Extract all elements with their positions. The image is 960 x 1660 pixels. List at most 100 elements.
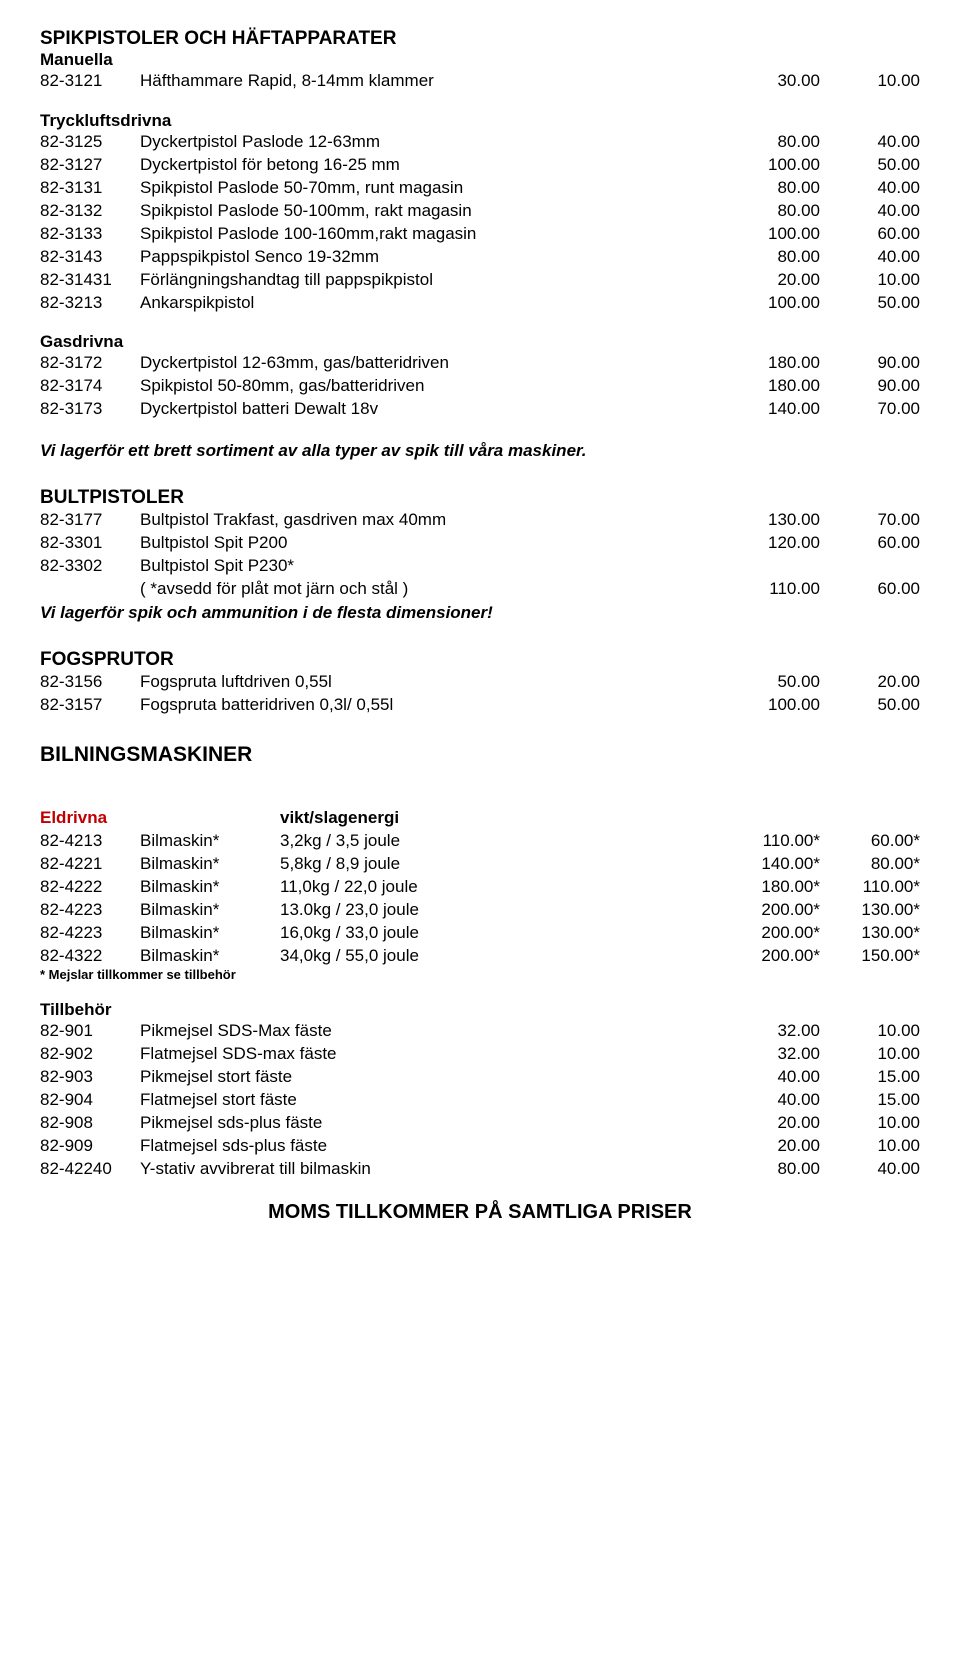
table-row: 82-3173Dyckertpistol batteri Dewalt 18v1… [40,398,920,421]
cell-price2: 40.00 [820,177,920,200]
cell-desc: Dyckertpistol batteri Dewalt 18v [140,398,720,421]
cell-desc: Bilmaskin* [140,922,280,945]
subsection-title: Gasdrivna [40,332,920,352]
cell-desc: Spikpistol Paslode 100-160mm,rakt magasi… [140,223,720,246]
cell-code: 82-3132 [40,200,140,223]
cell-price1: 40.00 [720,1066,820,1089]
cell-price2: 110.00* [820,876,920,899]
cell-price2: 15.00 [820,1066,920,1089]
cell-code: 82-3174 [40,375,140,398]
table-row: 82-3302Bultpistol Spit P230* [40,555,920,578]
section-title: BILNINGSMASKINER [40,743,920,767]
table-row: 82-904Flatmejsel stort fäste40.0015.00 [40,1089,920,1112]
cell-code: 82-3302 [40,555,140,578]
cell-desc: Bultpistol Spit P230* [140,555,720,578]
cell-code: 82-3213 [40,292,140,315]
cell-desc: Bultpistol Spit P200 [140,532,720,555]
cell-code: 82-3131 [40,177,140,200]
row-group: 82-3177Bultpistol Trakfast, gasdriven ma… [40,509,920,578]
column-header: vikt/slagenergi [280,807,485,830]
note: Vi lagerför ett brett sortiment av alla … [40,441,920,461]
cell-price2: 70.00 [820,398,920,421]
table-row: 82-3133Spikpistol Paslode 100-160mm,rakt… [40,223,920,246]
table-row: 82-3127Dyckertpistol för betong 16-25 mm… [40,154,920,177]
cell-desc: Bilmaskin* [140,853,280,876]
cell-code: 82-902 [40,1043,140,1066]
cell-desc: Pikmejsel sds-plus fäste [140,1112,720,1135]
cell-price1: 100.00 [720,223,820,246]
cell-price2: 10.00 [820,70,920,93]
cell-price2: 70.00 [820,509,920,532]
table-row: 82-901Pikmejsel SDS-Max fäste32.0010.00 [40,1020,920,1043]
cell-price1: 32.00 [720,1043,820,1066]
cell-price2: 90.00 [820,352,920,375]
cell-price1: 110.00* [720,830,820,853]
cell-price2 [820,555,920,578]
cell-code: 82-4222 [40,876,140,899]
cell-price2: 50.00 [820,694,920,717]
cell-desc: Spikpistol Paslode 50-100mm, rakt magasi… [140,200,720,223]
row-group: 82-3156Fogspruta luftdriven 0,55l50.0020… [40,671,920,717]
cell-desc: Bultpistol Trakfast, gasdriven max 40mm [140,509,720,532]
cell-code: 82-31431 [40,269,140,292]
subsection-title: Tillbehör [40,1000,920,1020]
subsection-title: Eldrivna [40,807,140,830]
cell-price1: 100.00 [720,694,820,717]
note: Vi lagerför spik och ammunition i de fle… [40,603,920,623]
table-row: 82-3213Ankarspikpistol100.0050.00 [40,292,920,315]
cell-price1: 30.00 [720,70,820,93]
cell-desc: Förlängningshandtag till pappspikpistol [140,269,720,292]
row-group: 82-901Pikmejsel SDS-Max fäste32.0010.008… [40,1020,920,1181]
table-row: 82-902Flatmejsel SDS-max fäste32.0010.00 [40,1043,920,1066]
cell-price1: 120.00 [720,532,820,555]
cell-desc: Y-stativ avvibrerat till bilmaskin [140,1158,720,1181]
cell-desc: Bilmaskin* [140,830,280,853]
cell-desc: Häfthammare Rapid, 8-14mm klammer [140,70,720,93]
cell-price1: 40.00 [720,1089,820,1112]
cell-price1: 32.00 [720,1020,820,1043]
cell-code: 82-4213 [40,830,140,853]
cell-desc: Pappspikpistol Senco 19-32mm [140,246,720,269]
cell-price1: 80.00 [720,200,820,223]
cell-price2: 90.00 [820,375,920,398]
cell-price2: 40.00 [820,246,920,269]
table-row: 82-909Flatmejsel sds-plus fäste20.0010.0… [40,1135,920,1158]
cell-desc: Dyckertpistol 12-63mm, gas/batteridriven [140,352,720,375]
row-group: 82-4213Bilmaskin*3,2kg / 3,5 joule110.00… [40,830,920,968]
cell-code: 82-3157 [40,694,140,717]
cell-price1: 180.00* [720,876,820,899]
cell-price2: 80.00* [820,853,920,876]
cell-code: 82-4223 [40,922,140,945]
section-title: FOGSPRUTOR [40,649,920,671]
cell-desc: Dyckertpistol Paslode 12-63mm [140,131,720,154]
cell-price1: 200.00* [720,899,820,922]
cell-price1: 140.00* [720,853,820,876]
cell-price2: 130.00* [820,899,920,922]
cell-spec: 11,0kg / 22,0 joule [280,876,485,899]
cell-price2: 40.00 [820,200,920,223]
cell-desc: Flatmejsel stort fäste [140,1089,720,1112]
cell-desc: Dyckertpistol för betong 16-25 mm [140,154,720,177]
row-group: 82-3125Dyckertpistol Paslode 12-63mm80.0… [40,131,920,315]
subsection-title: Tryckluftsdrivna [40,111,920,131]
cell-price2: 20.00 [820,671,920,694]
cell-code: 82-4223 [40,899,140,922]
table-row: 82-908Pikmejsel sds-plus fäste20.0010.00 [40,1112,920,1135]
cell-price2: 10.00 [820,1020,920,1043]
cell-spec: 34,0kg / 55,0 joule [280,945,485,968]
cell-price1: 20.00 [720,1135,820,1158]
cell-code: 82-3301 [40,532,140,555]
cell-code: 82-903 [40,1066,140,1089]
cell-spec: 5,8kg / 8,9 joule [280,853,485,876]
page-content: SPIKPISTOLER OCH HÄFTAPPARATER Manuella … [40,28,920,1224]
cell-code: 82-4221 [40,853,140,876]
table-row: 82-4223Bilmaskin*13.0kg / 23,0 joule200.… [40,899,920,922]
cell-desc: Bilmaskin* [140,945,280,968]
cell-spec: 16,0kg / 33,0 joule [280,922,485,945]
table-row: 82-3131Spikpistol Paslode 50-70mm, runt … [40,177,920,200]
cell-price2: 60.00 [820,223,920,246]
cell-price1: 180.00 [720,375,820,398]
cell-code: 82-909 [40,1135,140,1158]
row-group: 82-3121Häfthammare Rapid, 8-14mm klammer… [40,70,920,93]
cell-desc: Ankarspikpistol [140,292,720,315]
